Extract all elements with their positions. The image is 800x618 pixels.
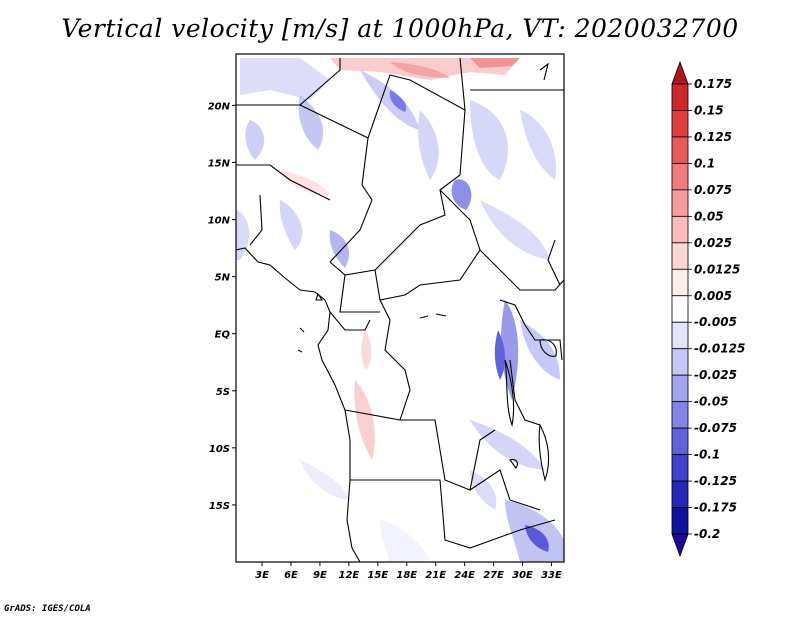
lat-tick-label: 20N <box>208 101 231 112</box>
colorbar-label: 0.1 <box>694 156 715 170</box>
colorbar-segment <box>671 401 689 429</box>
colorbar-segment <box>671 60 689 85</box>
lon-tick-label: 15E <box>367 570 388 581</box>
colorbar-label: 0.0125 <box>694 262 740 276</box>
colorbar-segment <box>671 454 689 482</box>
colorbar: 0.175 0.15 0.125 0.1 0.075 0.05 0.025 0.0125 0.0… <box>671 60 745 558</box>
lat-tick-label: 15N <box>208 158 231 169</box>
colorbar-segment <box>671 321 689 350</box>
lat-tick-label: 10S <box>209 444 230 455</box>
colorbar-segment <box>671 136 689 164</box>
colorbar-label: -0.025 <box>694 368 737 382</box>
colorbar-segment <box>671 507 689 535</box>
colorbar-label: 0.005 <box>694 289 732 303</box>
colorbar-segment <box>671 110 689 138</box>
colorbar-label: 0.05 <box>694 209 724 223</box>
colorbar-label: 0.175 <box>694 77 732 91</box>
lon-tick-label: 30E <box>512 570 533 581</box>
colorbar-label: 0.075 <box>694 183 732 197</box>
colorbar-segment <box>671 533 689 558</box>
lon-tick-label: 6E <box>284 570 298 581</box>
colorbar-segment <box>671 348 689 376</box>
lon-tick-label: 9E <box>313 570 327 581</box>
colorbar-label: -0.075 <box>694 421 737 435</box>
lon-tick-label: 21E <box>425 570 446 581</box>
map-frame <box>235 53 565 563</box>
colorbar-label: -0.1 <box>694 448 720 462</box>
colorbar-segment <box>671 83 689 111</box>
lat-tick-label: 15S <box>209 501 230 512</box>
colorbar-label: -0.05 <box>694 395 729 409</box>
colorbar-label: 0.15 <box>694 103 724 117</box>
colorbar-segment <box>671 242 689 270</box>
colorbar-label: 0.125 <box>694 130 732 144</box>
colorbar-segment <box>671 295 689 323</box>
lon-tick-label: 24E <box>454 570 475 581</box>
colorbar-label: -0.005 <box>694 315 737 329</box>
longitude-axis: 3E 6E 9E 12E 15E 18E 21E 24E 27E 30E 33E <box>255 562 562 581</box>
colorbar-label: -0.0125 <box>694 342 745 356</box>
lon-tick-label: 3E <box>255 570 269 581</box>
lat-tick-label: 10N <box>208 216 231 227</box>
lon-tick-label: 12E <box>338 570 359 581</box>
grads-credit: GrADS: IGES/COLA <box>4 604 91 614</box>
lon-tick-label: 18E <box>396 570 417 581</box>
colorbar-segment <box>671 427 689 455</box>
country-borders <box>236 57 564 562</box>
colorbar-segment <box>671 480 689 508</box>
lon-tick-label: 33E <box>541 570 562 581</box>
colorbar-segment <box>671 189 689 217</box>
colorbar-segment <box>671 163 689 191</box>
colorbar-label: -0.2 <box>694 527 720 541</box>
colorbar-segment <box>671 215 689 244</box>
colorbar-label: -0.175 <box>694 501 737 515</box>
lat-tick-label: 5N <box>215 273 231 284</box>
colorbar-segment <box>671 268 689 297</box>
lon-tick-label: 27E <box>483 570 504 581</box>
lat-tick-label: 5S <box>216 387 230 398</box>
chart-title: Vertical velocity [m/s] at 1000hPa, VT: … <box>61 14 739 43</box>
velocity-field <box>236 54 564 562</box>
colorbar-label: -0.125 <box>694 474 737 488</box>
colorbar-label: 0.025 <box>694 236 732 250</box>
lat-tick-label: EQ <box>215 330 231 341</box>
colorbar-segment <box>671 374 689 403</box>
latitude-axis: 20N 15N 10N 5N EQ 5S 10S 15S <box>208 101 236 512</box>
